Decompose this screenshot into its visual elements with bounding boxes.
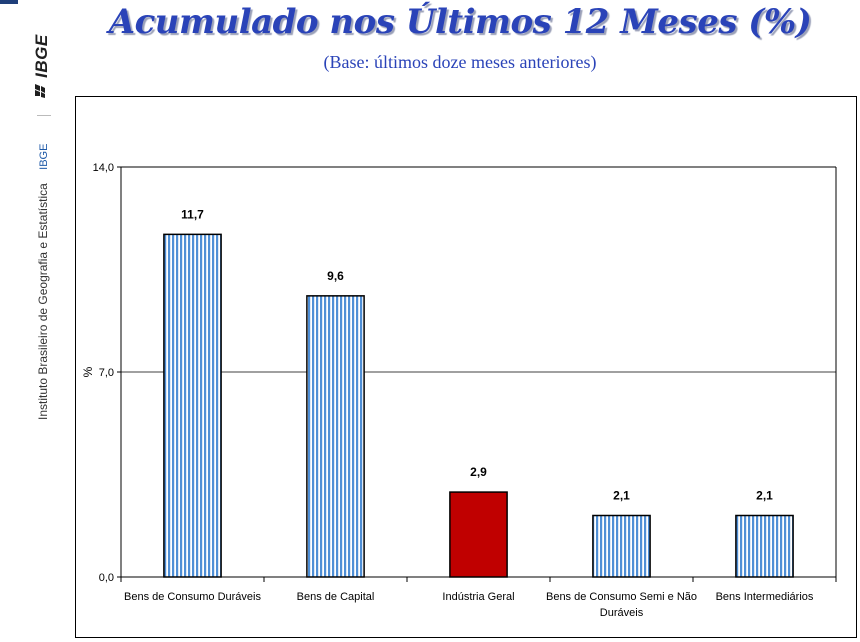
x-tick-label: Bens de Consumo Semi e Não [546, 591, 697, 603]
data-label: 9,6 [327, 269, 344, 283]
bar [592, 514, 651, 578]
x-tick-label: Bens de Capital [297, 591, 375, 603]
y-tick-label: 7,0 [99, 367, 114, 379]
x-ticks: Bens de Consumo Duráveis Bens de Capital I… [120, 577, 837, 619]
y-tick-label: 14,0 [93, 162, 114, 174]
side-brand-panel: Instituto Brasileiro de Geografia e Esta… [0, 0, 60, 629]
bar [163, 233, 222, 578]
y-axis-label: % [81, 366, 95, 377]
y-tick-label: 0,0 [99, 572, 114, 584]
page-subtitle: (Base: últimos doze meses anteriores) [323, 52, 597, 72]
bars: 11,7 9,6 2,9 2,1 2,1 [163, 207, 794, 578]
x-tick-label: Bens Intermediários [716, 591, 814, 603]
data-label: 11,7 [181, 207, 204, 221]
x-tick-label: Bens de Consumo Duráveis [124, 591, 261, 603]
x-tick-label: Indústria Geral [442, 591, 514, 603]
data-label: 2,9 [470, 465, 487, 479]
x-tick-label: Duráveis [600, 607, 644, 619]
bar-chart: 0,0 7,0 14,0 % 11,7 9,6 2,9 2,1 2,1 Bens de Co… [81, 162, 837, 619]
page-title: Acumulado nos Últimos 12 Meses (%) [108, 2, 812, 42]
bar [306, 295, 365, 578]
ibge-logo-icon [35, 83, 45, 98]
top-accent-bar [0, 0, 18, 4]
y-ticks: 0,0 7,0 14,0 [93, 162, 121, 584]
institute-name: Instituto Brasileiro de Geografia e Esta… [36, 183, 50, 420]
chart-area: 0,0 7,0 14,0 % 11,7 9,6 2,9 2,1 2,1 Bens de Co… [75, 96, 857, 638]
bar [449, 491, 508, 578]
data-label: 2,1 [613, 489, 630, 503]
ibge-logo: IBGE [32, 34, 51, 98]
brand-divider [36, 115, 51, 117]
data-label: 2,1 [756, 489, 773, 503]
bar [735, 514, 794, 578]
ibge-logo-text: IBGE [32, 34, 51, 78]
institute-abbr: IBGE [38, 143, 50, 170]
side-brand-text: Instituto Brasileiro de Geografia e Esta… [32, 34, 52, 420]
